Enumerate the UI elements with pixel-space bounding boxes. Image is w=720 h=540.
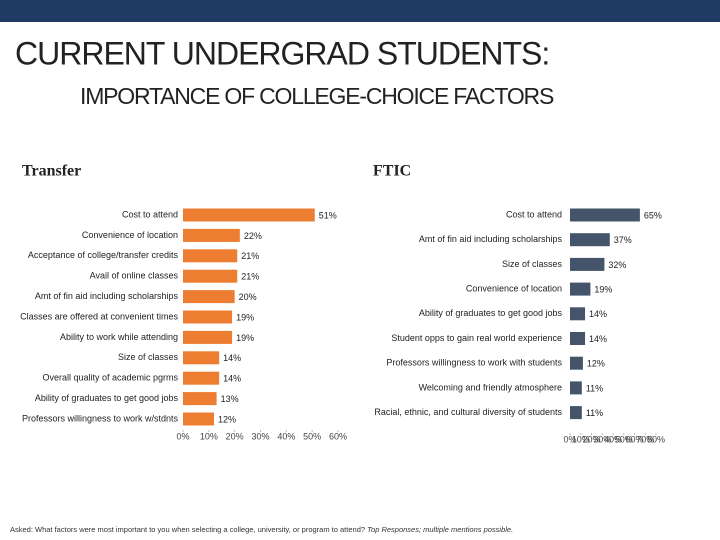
category-label: Overall quality of academic pgrms [42,373,178,383]
value-label: 11% [586,383,603,393]
category-label: Size of classes [502,259,563,269]
bar [183,330,233,344]
top-band [0,0,720,22]
value-label: 14% [223,353,241,363]
category-label: Amt of fin aid including scholarships [419,234,563,244]
bar [183,351,220,365]
footnote: Asked: What factors were most important … [10,525,513,534]
chart-title: Transfer [22,163,81,180]
category-label: Ability to work while attending [60,332,178,342]
x-tick-label: 70% [636,434,654,444]
chart-title: FTIC [373,163,411,180]
x-tick-label: 20% [582,434,600,444]
value-label: 32% [608,260,626,270]
category-label: Student opps to gain real world experien… [391,333,562,343]
value-label: 65% [644,210,662,220]
slide-subtitle: IMPORTANCE OF COLLEGE-CHOICE FACTORS [80,83,554,109]
value-label: 12% [218,414,236,424]
bar [183,310,233,324]
x-tick-label: 50% [615,434,633,444]
category-label: Size of classes [118,352,179,362]
bar [183,249,238,263]
slide-title: CURRENT UNDERGRAD STUDENTS: [15,35,549,71]
category-label: Ability of graduates to get good jobs [419,308,563,318]
x-tick-label: 80% [647,434,665,444]
category-label: Professors willingness to work w/stdnts [22,413,179,423]
x-tick-label: 20% [226,431,244,441]
bar [570,381,582,395]
bar [183,392,217,406]
bar [570,208,640,222]
x-tick-label: 60% [329,431,347,441]
category-label: Professors willingness to work with stud… [386,358,562,368]
category-label: Convenience of location [82,230,178,240]
bar [570,307,586,321]
bar [570,332,586,345]
category-label: Welcoming and friendly atmosphere [419,382,562,392]
x-tick-label: 40% [277,431,295,441]
footnote-note: Top Responses; multiple mentions possibl… [367,525,513,534]
value-label: 14% [589,309,607,319]
bar [183,290,235,304]
bar [183,208,315,222]
bar [183,269,238,283]
category-label: Cost to attend [506,209,562,219]
x-tick-label: 60% [625,434,643,444]
value-label: 14% [223,374,241,384]
bar [570,406,582,420]
value-label: 11% [586,408,603,418]
value-label: 20% [239,292,257,302]
bar [183,412,214,426]
x-tick-label: 0% [176,431,189,441]
value-label: 21% [241,251,259,261]
value-label: 51% [319,210,337,220]
value-label: 22% [244,231,262,241]
x-tick-label: 10% [200,431,218,441]
category-label: Avail of online classes [90,271,179,281]
x-tick-label: 50% [303,431,321,441]
x-tick-label: 40% [604,434,622,444]
bar [183,228,240,242]
x-tick-label: 0% [563,434,576,444]
bar [183,371,220,385]
bar [570,356,583,370]
value-label: 19% [236,333,254,343]
value-label: 14% [589,334,607,344]
bar [570,282,591,296]
value-label: 19% [594,284,612,294]
category-label: Acceptance of college/transfer credits [28,250,179,260]
x-tick-label: 10% [572,434,590,444]
category-label: Convenience of location [466,283,562,293]
bar [570,233,610,247]
category-label: Cost to attend [122,209,178,219]
x-tick-label: 30% [593,434,611,444]
bar [570,257,605,271]
value-label: 12% [587,359,605,369]
category-label: Amt of fin aid including scholarships [35,291,179,301]
value-label: 37% [614,235,632,245]
category-label: Racial, ethnic, and cultural diversity o… [374,407,562,417]
value-label: 19% [236,312,254,322]
value-label: 13% [221,394,239,404]
value-label: 21% [241,272,259,282]
footnote-text: Asked: What factors were most important … [10,525,365,534]
x-tick-label: 30% [251,431,269,441]
category-label: Classes are offered at convenient times [20,311,178,321]
category-label: Ability of graduates to get good jobs [35,393,179,403]
